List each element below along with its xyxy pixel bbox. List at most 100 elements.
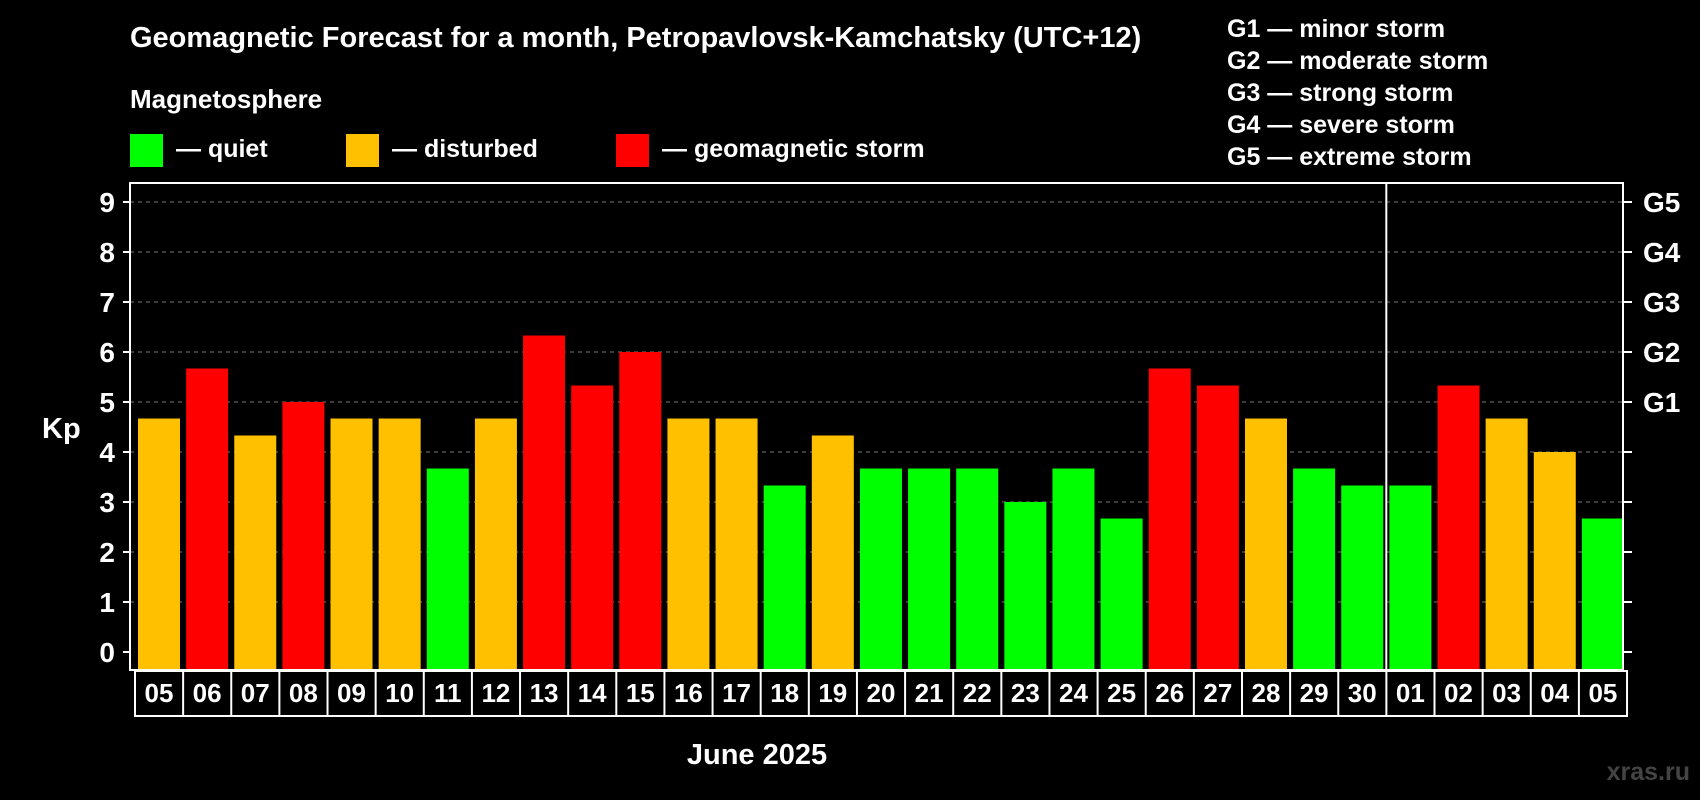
y-tick-label: 2 <box>99 537 115 568</box>
storm-scale-g1: G1 — minor storm <box>1227 15 1445 43</box>
date-label-4: 08 <box>289 678 318 708</box>
right-axis-label-g1: G1 <box>1643 387 1680 418</box>
y-tick-label: 5 <box>99 387 115 418</box>
bar-17-21 <box>908 468 951 670</box>
date-label-23: 27 <box>1203 678 1232 708</box>
date-label-12: 16 <box>674 678 703 708</box>
bar-23-27 <box>1196 385 1239 670</box>
storm-scale-g2: G2 — moderate storm <box>1227 47 1488 75</box>
y-tick-label: 8 <box>99 237 115 268</box>
date-label-3: 07 <box>241 678 270 708</box>
date-label-18: 22 <box>963 678 992 708</box>
date-label-16: 20 <box>866 678 895 708</box>
date-label-6: 10 <box>385 678 414 708</box>
y-tick-label: 7 <box>99 287 115 318</box>
bar-5-09 <box>330 418 373 670</box>
storm-scale-g4: G4 — severe storm <box>1227 111 1455 139</box>
y-tick-label: 9 <box>99 187 115 218</box>
date-label-19: 23 <box>1011 678 1040 708</box>
bar-28-02 <box>1437 385 1480 670</box>
legend: — quiet — disturbed — geomagnetic storm <box>130 134 925 167</box>
bar-6-10 <box>378 418 421 670</box>
bar-30-04 <box>1533 452 1576 670</box>
y-tick-label: 6 <box>99 337 115 368</box>
date-label-17: 21 <box>915 678 944 708</box>
legend-swatch-storm <box>616 134 649 167</box>
bar-21-25 <box>1100 518 1143 670</box>
right-axis-label-g5: G5 <box>1643 187 1680 218</box>
bar-31-05 <box>1581 518 1624 670</box>
date-label-27: 01 <box>1396 678 1425 708</box>
right-axis-label-g4: G4 <box>1643 237 1681 268</box>
date-label-20: 24 <box>1059 678 1088 708</box>
date-label-7: 11 <box>434 678 462 708</box>
x-axis-label: June 2025 <box>687 739 827 771</box>
bar-29-03 <box>1485 418 1528 670</box>
storm-scale-key: G1 — minor storm G2 — moderate storm G3 … <box>1227 15 1488 171</box>
date-label-5: 09 <box>337 678 366 708</box>
date-label-13: 17 <box>722 678 751 708</box>
chart-title: Geomagnetic Forecast for a month, Petrop… <box>130 22 1141 54</box>
bar-9-13 <box>523 335 566 670</box>
bar-15-19 <box>811 435 854 670</box>
date-label-1: 05 <box>145 678 174 708</box>
date-label-21: 25 <box>1107 678 1136 708</box>
storm-scale-g5: G5 — extreme storm <box>1227 143 1472 171</box>
x-axis-dates: 05 06 07 08 09 10 11 12 13 14 15 16 17 18 19 20 21 22 23 24… <box>134 670 1629 717</box>
bars <box>138 335 1624 670</box>
legend-heading: Magnetosphere <box>130 84 322 114</box>
bar-2-06 <box>186 368 229 670</box>
bar-27-01 <box>1389 485 1432 670</box>
legend-swatch-disturbed <box>346 134 379 167</box>
date-label-15: 19 <box>818 678 847 708</box>
bar-14-18 <box>763 485 806 670</box>
date-label-25: 29 <box>1300 678 1329 708</box>
date-label-11: 15 <box>626 678 655 708</box>
legend-label-disturbed: — disturbed <box>392 135 538 163</box>
y-tick-label: 1 <box>99 587 115 618</box>
watermark: xras.ru <box>1607 758 1690 786</box>
date-label-9: 13 <box>530 678 559 708</box>
bar-7-11 <box>426 468 469 670</box>
storm-scale-g3: G3 — strong storm <box>1227 79 1453 107</box>
date-label-28: 02 <box>1444 678 1473 708</box>
bar-20-24 <box>1052 468 1095 670</box>
bar-4-08 <box>282 402 325 670</box>
date-label-24: 28 <box>1252 678 1281 708</box>
bar-3-07 <box>234 435 277 670</box>
bar-22-26 <box>1148 368 1191 670</box>
date-label-31: 05 <box>1588 678 1617 708</box>
y-axis-label: Kp <box>42 413 81 445</box>
date-label-26: 30 <box>1348 678 1377 708</box>
legend-swatch-quiet <box>130 134 163 167</box>
legend-label-quiet: — quiet <box>176 135 268 163</box>
y-tick-label: 0 <box>99 637 115 668</box>
bar-1-05 <box>138 418 180 670</box>
right-axis-storm-levels: G1 G2 G3 G4 G5 <box>1623 187 1681 653</box>
date-label-2: 06 <box>193 678 222 708</box>
bar-10-14 <box>571 385 614 670</box>
y-tick-label: 4 <box>99 437 115 468</box>
bar-24-28 <box>1244 418 1287 670</box>
bar-11-15 <box>619 352 662 670</box>
right-axis-label-g3: G3 <box>1643 287 1680 318</box>
date-label-30: 04 <box>1540 678 1569 708</box>
date-label-22: 26 <box>1155 678 1184 708</box>
bar-26-30 <box>1341 485 1384 670</box>
right-axis-label-g2: G2 <box>1643 337 1680 368</box>
date-box-frame <box>134 670 1629 717</box>
date-label-8: 12 <box>481 678 510 708</box>
bar-18-22 <box>956 468 999 670</box>
bar-25-29 <box>1293 468 1336 670</box>
bar-19-23 <box>1004 502 1047 670</box>
bar-16-20 <box>859 468 902 670</box>
bar-8-12 <box>474 418 517 670</box>
bar-12-16 <box>667 418 710 670</box>
y-axis: 0 1 2 3 4 5 6 7 8 9 <box>99 187 130 668</box>
legend-label-storm: — geomagnetic storm <box>662 135 925 163</box>
y-tick-label: 3 <box>99 487 115 518</box>
date-label-14: 18 <box>770 678 799 708</box>
date-label-10: 14 <box>578 678 607 708</box>
bar-13-17 <box>715 418 758 670</box>
